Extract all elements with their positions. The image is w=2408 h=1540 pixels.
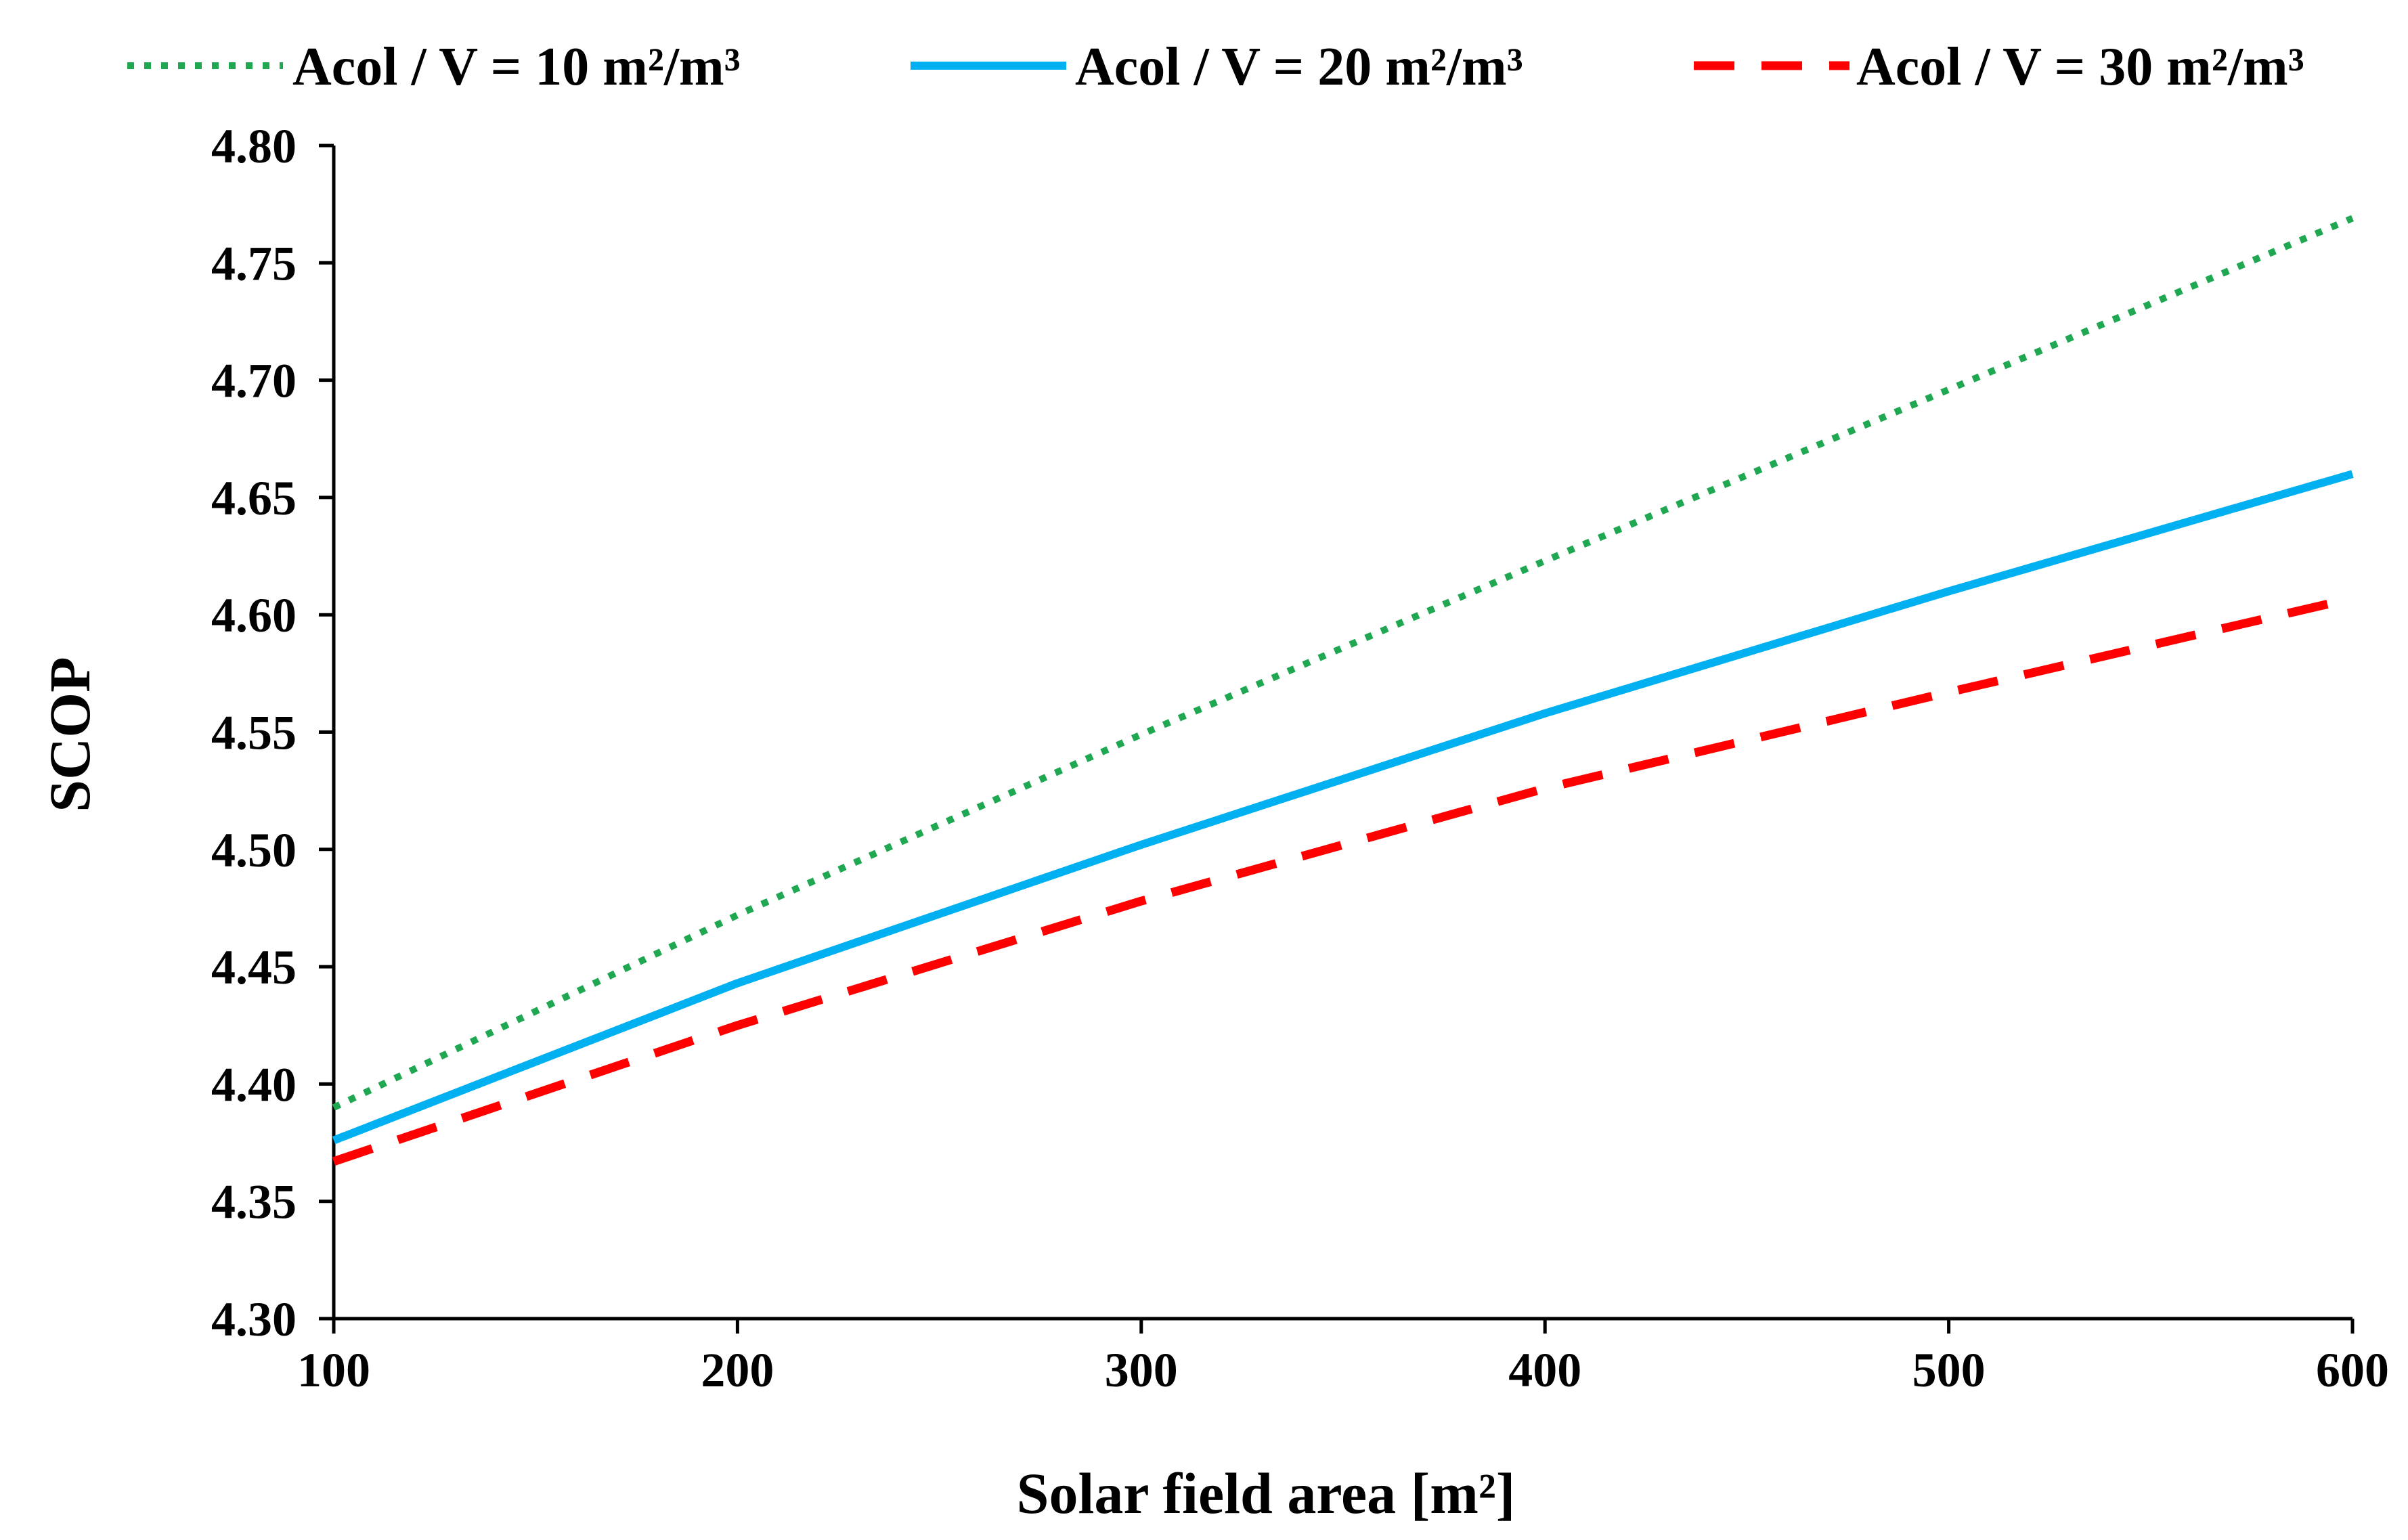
legend-label-2: Acol / V = 20 m²/m³: [1075, 37, 1523, 97]
series-line-3: [332, 594, 2354, 1166]
y-axis-title: SCOP: [37, 657, 102, 812]
legend-label-3: Acol / V = 30 m²/m³: [1856, 37, 2304, 97]
y-tick-label: 4.50: [211, 823, 297, 877]
axes: [319, 144, 2355, 1334]
x-tick-label: 500: [1912, 1343, 1986, 1397]
y-tick-label: 4.55: [211, 706, 297, 760]
y-tick-label: 4.65: [211, 471, 297, 525]
series-line-1: [332, 215, 2354, 1111]
series-line-2: [332, 470, 2354, 1145]
y-tick-label: 4.35: [211, 1175, 297, 1229]
y-tick-label: 4.70: [211, 354, 297, 408]
y-tick-label: 4.30: [211, 1292, 297, 1346]
x-axis-title: Solar field area [m²]: [1017, 1461, 1516, 1526]
y-tick-label: 4.60: [211, 588, 297, 642]
y-tick-label: 4.75: [211, 236, 297, 290]
x-tick-label: 400: [1508, 1343, 1581, 1397]
plot-area: [332, 215, 2354, 1166]
x-tick-label: 100: [297, 1343, 370, 1397]
y-tick-label: 4.40: [211, 1057, 297, 1112]
legend: Acol / V = 10 m²/m³ Acol / V = 20 m²/m³ Ac…: [127, 37, 2304, 97]
y-tick-label: 4.80: [211, 119, 297, 173]
y-tick-label: 4.45: [211, 940, 297, 994]
x-tick-label: 600: [2316, 1343, 2389, 1397]
x-tick-label: 300: [1105, 1343, 1178, 1397]
legend-label-1: Acol / V = 10 m²/m³: [292, 37, 741, 97]
tick-labels: 4.30 4.35 4.40 4.45 4.50 4.55 4.60 4.65 4.70 4.75…: [211, 119, 2389, 1397]
x-tick-label: 200: [701, 1343, 774, 1397]
